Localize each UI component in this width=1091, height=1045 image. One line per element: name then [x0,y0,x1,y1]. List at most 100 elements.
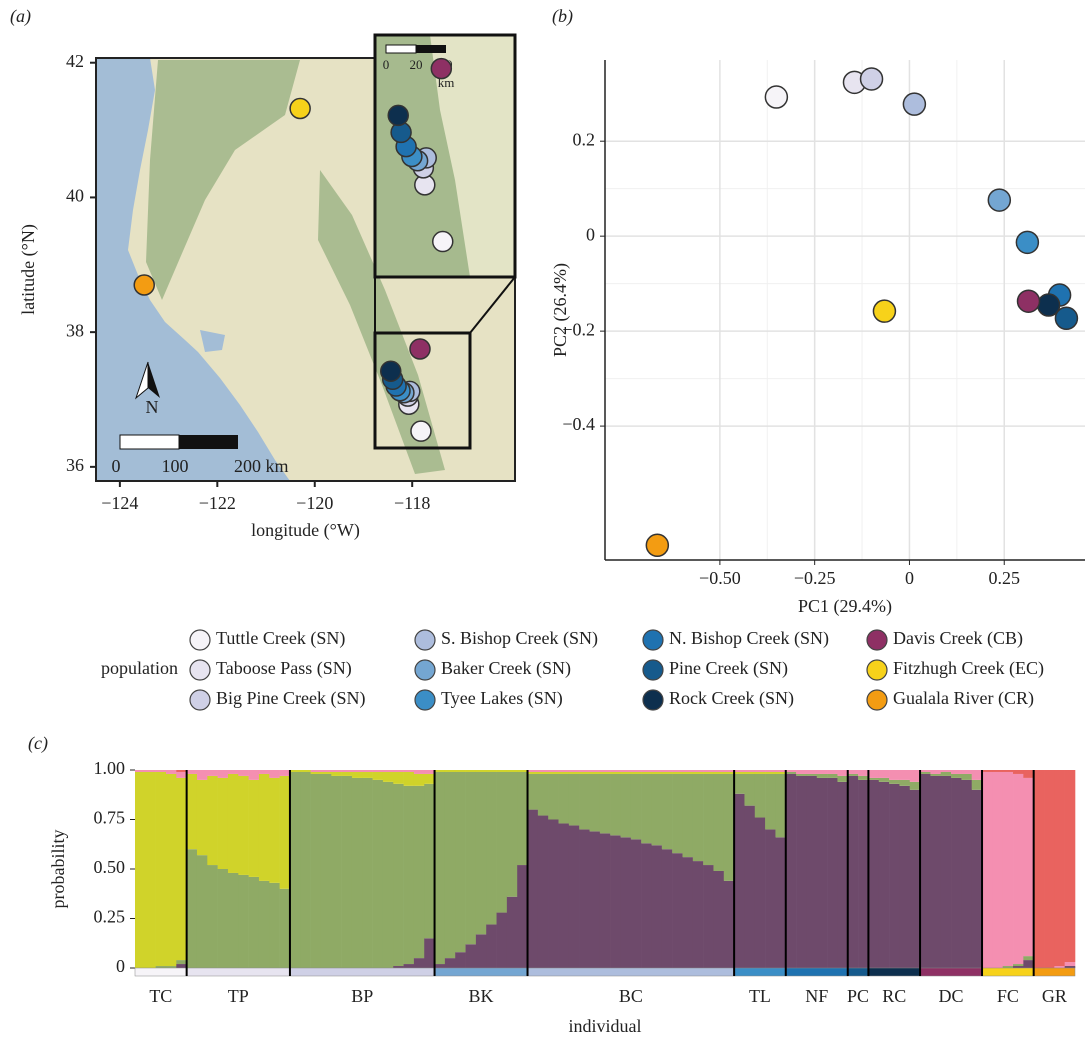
ancestry-segment [899,786,910,968]
ancestry-segment [827,778,838,968]
ancestry-segment [321,770,332,772]
ancestry-segment [352,778,363,968]
ancestry-segment [269,770,280,778]
ancestry-segment [187,849,198,968]
ancestry-segment [961,770,972,774]
figure: (a)−124−122−120−11836384042longitude (°W… [0,0,1091,1045]
ancestry-segment [755,772,766,774]
ancestry-segment [724,770,735,772]
ancestry-segment [507,772,518,897]
ancestry-segment [817,778,828,968]
ancestry-segment [538,816,549,968]
ancestry-segment [197,780,208,855]
pca-point [861,68,883,90]
ancestry-segment [765,829,776,968]
ancestry-segment [734,774,745,794]
ancestry-segment [744,770,755,772]
ancestry-segment [176,770,187,772]
inset-scale-label: 20 [410,57,423,72]
population-strip [528,968,735,976]
ancestry-segment [135,772,146,968]
ancestry-segment [228,873,239,968]
ancestry-segment [1034,770,1045,968]
pca-point [765,86,787,108]
ancestry-segment [300,772,311,968]
x-axis-label: PC1 (29.4%) [798,596,892,617]
ancestry-segment [548,770,559,772]
ancestry-segment [455,772,466,952]
ancestry-segment [806,774,817,776]
ancestry-segment [207,776,218,865]
ancestry-segment [352,770,363,772]
ancestry-segment [435,772,446,964]
ancestry-segment [197,770,208,780]
population-strip [734,968,786,976]
ancestry-segment [207,865,218,968]
ancestry-segment [1013,774,1024,964]
legend-swatch [643,690,663,710]
population-strip [1034,968,1075,976]
ancestry-segment [342,770,353,772]
ancestry-segment [156,772,167,966]
ancestry-segment [744,806,755,968]
ancestry-segment [724,774,735,881]
ancestry-segment [373,772,384,780]
ancestry-segment [1003,772,1014,966]
ancestry-segment [280,776,291,889]
ancestry-segment [600,774,611,833]
ancestry-segment [559,772,570,774]
ancestry-segment [331,770,342,772]
ancestry-segment [300,770,311,772]
ancestry-segment [941,772,952,776]
ancestry-segment [176,772,187,778]
legend-label: N. Bishop Creek (SN) [669,628,829,649]
ancestry-segment [930,774,941,776]
ancestry-segment [651,770,662,772]
ancestry-segment [713,772,724,774]
ancestry-segment [1023,778,1034,956]
panel-label: (b) [552,6,573,27]
ancestry-segment [651,774,662,845]
ancestry-segment [961,774,972,780]
ancestry-segment [362,772,373,778]
ancestry-segment [920,770,931,772]
ancestry-segment [786,772,797,774]
ancestry-segment [910,790,921,968]
ancestry-segment [806,776,817,968]
ancestry-segment [889,780,900,784]
ancestry-segment [404,786,415,964]
ancestry-segment [362,770,373,772]
x-tick-label: 0.25 [988,568,1020,588]
ancestry-segment [435,770,446,772]
legend-label: Fitzhugh Creek (EC) [893,658,1044,679]
scale-bar [179,435,238,449]
ancestry-segment [424,770,435,774]
legend-swatch [643,630,663,650]
ancestry-segment [445,772,456,958]
ancestry-segment [176,964,187,968]
ancestry-segment [1003,770,1014,772]
legend-title: population [101,658,178,678]
ancestry-segment [703,772,714,774]
y-axis-label: latitude (°N) [18,224,39,315]
ancestry-segment [269,778,280,883]
ancestry-segment [383,770,394,772]
ancestry-segment [600,772,611,774]
legend-swatch [415,660,435,680]
x-tick-label: −122 [199,493,236,513]
ancestry-segment [765,770,776,772]
legend-label: Big Pine Creek (SN) [216,688,365,709]
ancestry-segment [837,776,848,782]
ancestry-segment [951,778,962,968]
north-label: N [146,397,159,417]
ancestry-segment [641,843,652,968]
ancestry-segment [156,770,167,772]
ancestry-segment [941,776,952,968]
population-strip [786,968,848,976]
ancestry-segment [951,770,962,774]
ancestry-segment [1065,962,1076,966]
population-strip [920,968,982,976]
pca-point [903,93,925,115]
ancestry-segment [280,889,291,968]
ancestry-segment [476,934,487,968]
